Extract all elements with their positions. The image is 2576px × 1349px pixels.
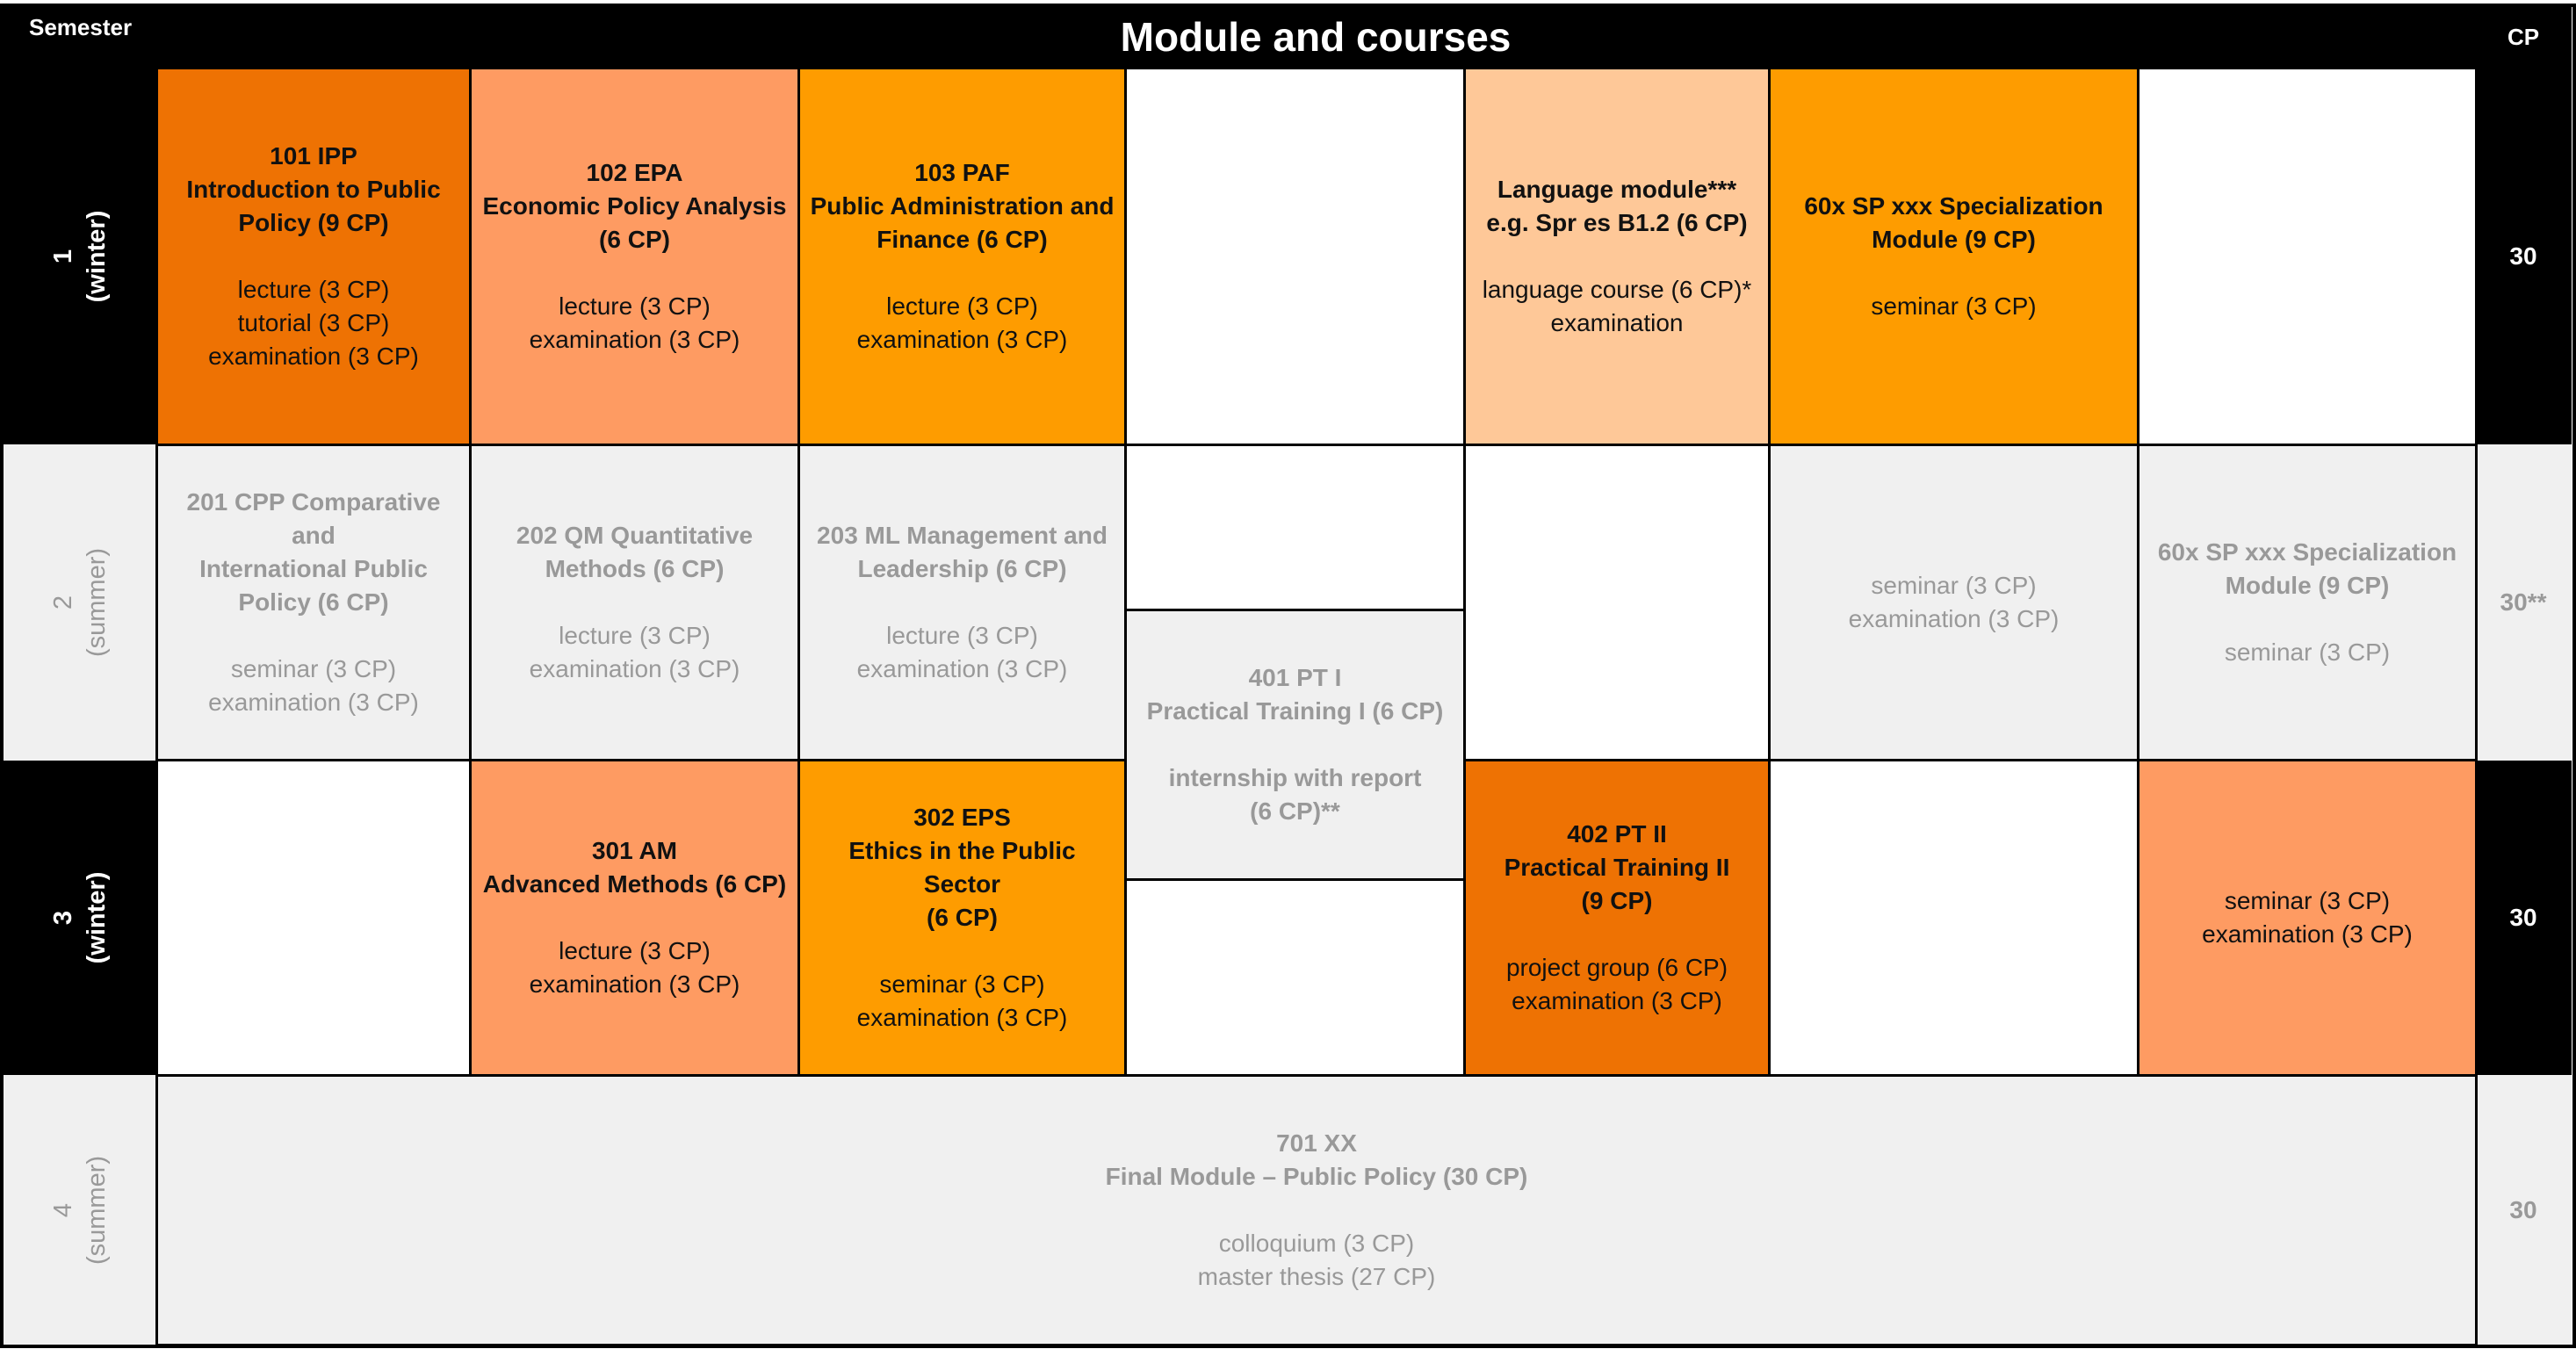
course-item: lecture (3 CP) — [237, 276, 390, 303]
course-item: (6 CP)** — [1250, 797, 1340, 825]
module-title: 202 QM Quantitative — [516, 522, 754, 549]
course-item: seminar (3 CP) — [1871, 292, 2037, 320]
semester-header: Semester — [3, 5, 156, 69]
module-title: 701 XX — [1276, 1129, 1357, 1157]
course-item: seminar (3 CP) — [230, 655, 397, 682]
module-title: Introduction to Public — [186, 176, 441, 203]
semester-4-cp: 30 — [2475, 1075, 2572, 1345]
module-101: 101 IPP Introduction to Public Policy (9… — [155, 67, 472, 446]
course-item: colloquium (3 CP) — [1218, 1230, 1415, 1257]
course-item: lecture (3 CP) — [559, 292, 711, 320]
module-title: Module (9 CP) — [1872, 226, 2036, 253]
course-item: seminar (3 CP) — [1871, 572, 2037, 599]
course-item: tutorial (3 CP) — [237, 309, 390, 336]
empty-cell — [1124, 878, 1466, 1077]
empty-cell — [2137, 67, 2478, 446]
module-title: Practical Training I (6 CP) — [1146, 697, 1444, 725]
table-border — [0, 4, 2576, 1348]
module-title: (6 CP) — [599, 226, 670, 253]
semester-4-cell: 4 (summer) — [3, 1075, 156, 1345]
course-item: lecture (3 CP) — [559, 622, 711, 649]
semester-1-cp: 30 — [2475, 69, 2572, 444]
course-item: language course (6 CP)* — [1482, 276, 1752, 303]
course-item: internship with report — [1168, 764, 1422, 791]
module-title: Module (9 CP) — [2225, 572, 2390, 599]
course-item: examination (3 CP) — [208, 689, 419, 716]
course-item: project group (6 CP) — [1505, 954, 1728, 981]
module-title: 301 AM — [591, 837, 677, 864]
semester-2-cp: 30** — [2475, 444, 2572, 761]
module-specialization-2a: seminar (3 CP) examination (3 CP) — [1768, 444, 2139, 761]
module-title: Public Administration and — [810, 192, 1115, 220]
semester-3-cell: 3 (winter) — [3, 761, 156, 1075]
course-item: examination (3 CP) — [1512, 987, 1722, 1014]
course-item: examination (3 CP) — [2202, 920, 2413, 948]
module-title: 203 ML Management and — [817, 522, 1108, 549]
course-item: examination (3 CP) — [208, 343, 419, 370]
course-item: examination (3 CP) — [529, 326, 740, 353]
module-title: 60x SP xxx Specialization — [2157, 538, 2457, 566]
course-item: examination (3 CP) — [856, 1004, 1068, 1031]
module-title: 201 CPP Comparative and — [186, 488, 441, 549]
module-title: 401 PT I — [1248, 664, 1342, 691]
course-item: seminar (3 CP) — [879, 970, 1045, 998]
empty-cell — [1124, 67, 1466, 446]
module-103: 103 PAF Public Administration and Financ… — [797, 67, 1127, 446]
module-title: Policy (6 CP) — [238, 588, 389, 616]
empty-cell — [1124, 444, 1466, 611]
module-title: Practical Training II — [1504, 854, 1730, 881]
course-item: examination (3 CP) — [529, 655, 740, 682]
module-102: 102 EPA Economic Policy Analysis (6 CP) … — [469, 67, 800, 446]
module-title: Leadership (6 CP) — [857, 555, 1067, 582]
course-item: examination (3 CP) — [856, 326, 1068, 353]
course-item: seminar (3 CP) — [2224, 638, 2391, 666]
course-item: examination — [1550, 309, 1684, 336]
module-specialization-1: 60x SP xxx Specialization Module (9 CP) … — [1768, 67, 2139, 446]
module-title: International Public — [199, 555, 428, 582]
module-title: Methods (6 CP) — [545, 555, 725, 582]
course-item: lecture (3 CP) — [559, 937, 711, 964]
module-title: Advanced Methods (6 CP) — [482, 870, 787, 898]
module-701: 701 XX Final Module – Public Policy (30 … — [155, 1074, 2478, 1346]
semester-1-cell: 1 (winter) — [3, 69, 156, 444]
module-title: 102 EPA — [586, 159, 683, 186]
module-title: Final Module – Public Policy (30 CP) — [1105, 1163, 1528, 1190]
module-title: (9 CP) — [1581, 887, 1653, 914]
module-201: 201 CPP Comparative and International Pu… — [155, 444, 472, 761]
module-302: 302 EPS Ethics in the Public Sector (6 C… — [797, 759, 1127, 1077]
module-title: Ethics in the Public Sector — [848, 837, 1076, 898]
course-item: lecture (3 CP) — [886, 292, 1038, 320]
module-title: 302 EPS — [913, 804, 1011, 831]
course-item: seminar (3 CP) — [2224, 887, 2391, 914]
module-title: 101 IPP — [270, 142, 357, 170]
course-item: master thesis (27 CP) — [1197, 1263, 1436, 1290]
module-title: Language module*** — [1497, 176, 1737, 203]
course-item: examination (3 CP) — [529, 970, 740, 998]
module-title: Finance (6 CP) — [877, 226, 1048, 253]
module-title: 402 PT II — [1567, 820, 1667, 848]
module-title: (6 CP) — [927, 904, 998, 931]
module-specialization-2b: 60x SP xxx Specialization Module (9 CP) … — [2137, 444, 2478, 761]
module-title: 103 PAF — [914, 159, 1010, 186]
semester-2-cell: 2 (summer) — [3, 444, 156, 761]
course-item: examination (3 CP) — [856, 655, 1068, 682]
module-title: e.g. Spr es B1.2 (6 CP) — [1486, 209, 1748, 236]
module-title: 60x SP xxx Specialization — [1804, 192, 2103, 220]
module-202: 202 QM Quantitative Methods (6 CP) lectu… — [469, 444, 800, 761]
course-item: lecture (3 CP) — [886, 622, 1038, 649]
module-title: Policy (9 CP) — [238, 209, 389, 236]
module-specialization-3: seminar (3 CP) examination (3 CP) — [2137, 759, 2478, 1077]
module-title: Economic Policy Analysis — [482, 192, 787, 220]
table-title: Module and courses — [156, 5, 2475, 69]
course-item: examination (3 CP) — [1848, 605, 2060, 632]
semester-3-cp: 30 — [2475, 761, 2572, 1075]
module-401: 401 PT I Practical Training I (6 CP) int… — [1124, 609, 1466, 881]
module-402: 402 PT II Practical Training II (9 CP) p… — [1463, 759, 1771, 1077]
module-301: 301 AM Advanced Methods (6 CP) lecture (… — [469, 759, 800, 1077]
cp-header: CP — [2475, 5, 2572, 69]
